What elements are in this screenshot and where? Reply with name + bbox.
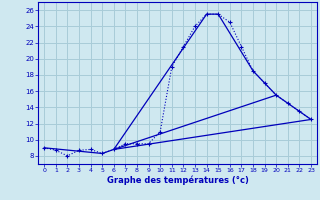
X-axis label: Graphe des températures (°c): Graphe des températures (°c) (107, 176, 249, 185)
